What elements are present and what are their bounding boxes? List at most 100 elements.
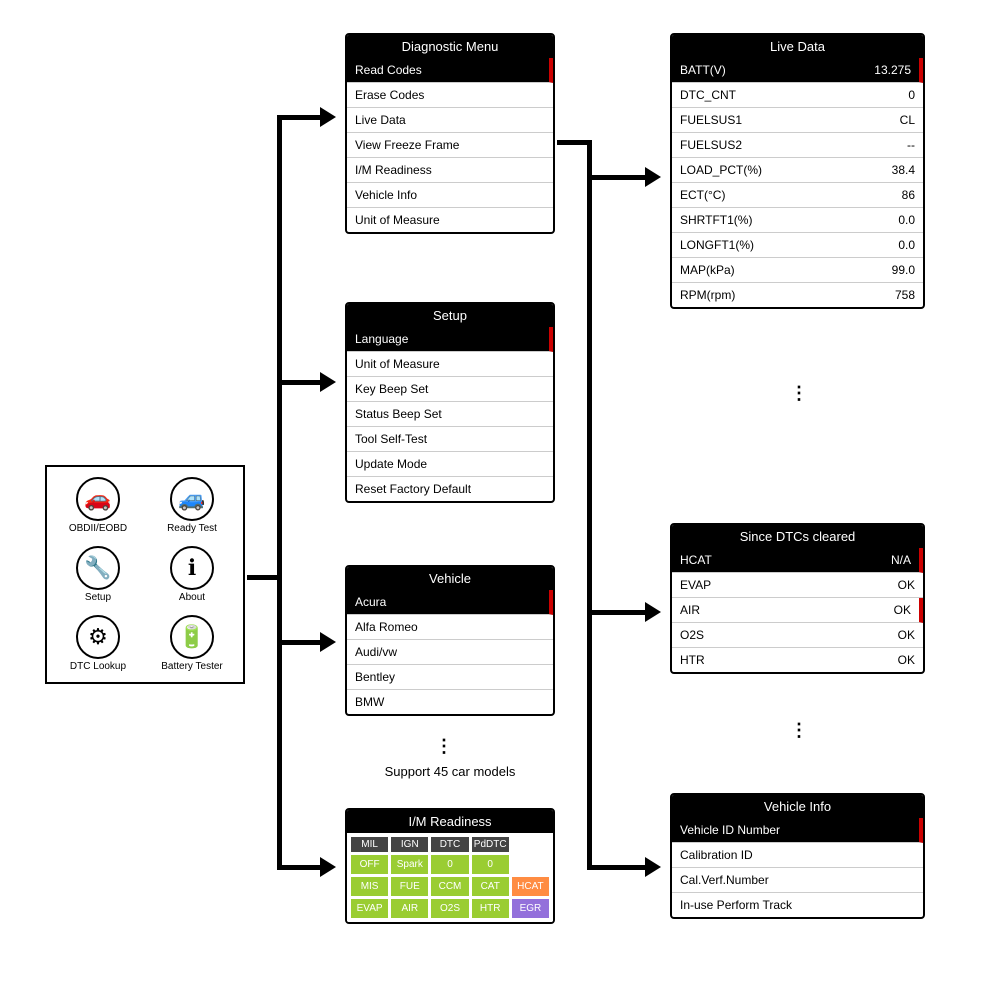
table-row[interactable]: O2S OK xyxy=(672,623,923,648)
setup-title: Setup xyxy=(347,304,553,327)
menu-label: Battery Tester xyxy=(161,661,223,672)
kv-key: FUELSUS2 xyxy=(680,138,742,152)
list-item[interactable]: Live Data xyxy=(347,108,553,133)
live-data-title: Live Data xyxy=(672,35,923,58)
arrow-head xyxy=(320,372,336,392)
im-cell: Spark xyxy=(391,855,428,874)
arrow xyxy=(277,115,282,870)
list-item[interactable]: Vehicle Info xyxy=(347,183,553,208)
table-row[interactable]: FUELSUS2 -- xyxy=(672,133,923,158)
menu-label: Setup xyxy=(85,592,111,603)
table-row[interactable]: ECT(°C)86 xyxy=(672,183,923,208)
list-item[interactable]: View Freeze Frame xyxy=(347,133,553,158)
since-dtc-panel: Since DTCs cleared HCATN/AEVAPOKAIROKO2S… xyxy=(670,523,925,674)
kv-key: BATT(V) xyxy=(680,63,726,77)
kv-key: EVAP xyxy=(680,578,711,592)
list-item[interactable]: I/M Readiness xyxy=(347,158,553,183)
table-row[interactable]: DTC_CNT0 xyxy=(672,83,923,108)
arrow xyxy=(587,175,647,180)
kv-key: LONGFT1(%) xyxy=(680,238,754,252)
vehicle-info-title: Vehicle Info xyxy=(672,795,923,818)
list-item[interactable]: Alfa Romeo xyxy=(347,615,553,640)
menu-button[interactable]: 🔧 Setup xyxy=(51,540,145,609)
menu-button[interactable]: 🚗OBDII/EOBD xyxy=(51,471,145,540)
menu-button[interactable]: 🔋Battery Tester xyxy=(145,609,239,678)
list-item[interactable]: Key Beep Set xyxy=(347,377,553,402)
im-cell: 0 xyxy=(472,855,509,874)
kv-value: 13.275 xyxy=(874,63,911,77)
menu-button[interactable]: 🚙Ready Test xyxy=(145,471,239,540)
im-cell: HCAT xyxy=(512,877,549,896)
menu-label: About xyxy=(179,592,205,603)
list-item[interactable]: Language xyxy=(347,327,553,352)
list-item[interactable]: Vehicle ID Number xyxy=(672,818,923,843)
list-item[interactable]: Calibration ID xyxy=(672,843,923,868)
table-row[interactable]: AIROK xyxy=(672,598,923,623)
im-cell: AIR xyxy=(391,899,428,918)
kv-key: LOAD_PCT(%) xyxy=(680,163,762,177)
list-item[interactable]: Tool Self-Test xyxy=(347,427,553,452)
menu-icon: 🚗 xyxy=(76,477,120,521)
kv-key: DTC_CNT xyxy=(680,88,736,102)
table-row[interactable]: BATT(V) 13.275 xyxy=(672,58,923,83)
table-row[interactable]: EVAP OK xyxy=(672,573,923,598)
vehicle-caption: Support 45 car models xyxy=(365,764,535,779)
kv-key: O2S xyxy=(680,628,704,642)
menu-button[interactable]: ⚙ DTC Lookup xyxy=(51,609,145,678)
list-item[interactable]: Update Mode xyxy=(347,452,553,477)
im-cell xyxy=(512,855,549,874)
kv-value: 0.0 xyxy=(898,238,915,252)
table-row[interactable]: HCATN/A xyxy=(672,548,923,573)
table-row[interactable]: LOAD_PCT(%)38.4 xyxy=(672,158,923,183)
list-item[interactable]: Reset Factory Default xyxy=(347,477,553,501)
list-item[interactable]: Status Beep Set xyxy=(347,402,553,427)
table-row[interactable]: SHRTFT1(%) 0.0 xyxy=(672,208,923,233)
kv-value: OK xyxy=(894,603,911,617)
table-row[interactable]: MAP(kPa)99.0 xyxy=(672,258,923,283)
menu-button[interactable]: ℹAbout xyxy=(145,540,239,609)
menu-icon: 🔧 xyxy=(76,546,120,590)
diagnostic-title: Diagnostic Menu xyxy=(347,35,553,58)
table-row[interactable]: LONGFT1(%) 0.0 xyxy=(672,233,923,258)
kv-value: OK xyxy=(898,653,915,667)
im-cell: MIS xyxy=(351,877,388,896)
arrow-head xyxy=(320,632,336,652)
vehicle-panel: Vehicle AcuraAlfa RomeoAudi/vwBentleyBMW xyxy=(345,565,555,716)
table-row[interactable]: FUELSUS1CL xyxy=(672,108,923,133)
arrow xyxy=(587,140,592,870)
arrow xyxy=(587,610,647,615)
kv-value: CL xyxy=(900,113,915,127)
kv-key: SHRTFT1(%) xyxy=(680,213,752,227)
list-item[interactable]: In-use Perform Track xyxy=(672,893,923,917)
im-cell: O2S xyxy=(431,899,468,918)
list-item[interactable]: Unit of Measure xyxy=(347,352,553,377)
menu-icon: ⚙ xyxy=(76,615,120,659)
since-dtc-title: Since DTCs cleared xyxy=(672,525,923,548)
menu-label: DTC Lookup xyxy=(70,661,126,672)
list-item[interactable]: Audi/vw xyxy=(347,640,553,665)
im-cell: FUE xyxy=(391,877,428,896)
kv-key: RPM(rpm) xyxy=(680,288,735,302)
kv-value: 758 xyxy=(895,288,915,302)
kv-value: OK xyxy=(898,578,915,592)
list-item[interactable]: Erase Codes xyxy=(347,83,553,108)
arrow-head xyxy=(645,167,661,187)
list-item[interactable]: Acura xyxy=(347,590,553,615)
kv-value: -- xyxy=(907,138,915,152)
kv-value: 0.0 xyxy=(898,213,915,227)
im-cell: EVAP xyxy=(351,899,388,918)
arrow xyxy=(277,115,322,120)
im-cell: CAT xyxy=(472,877,509,896)
arrow-head xyxy=(320,107,336,127)
list-item[interactable]: BMW xyxy=(347,690,553,714)
list-item[interactable]: Bentley xyxy=(347,665,553,690)
kv-value: OK xyxy=(898,628,915,642)
list-item[interactable]: Unit of Measure xyxy=(347,208,553,232)
arrow-head xyxy=(320,857,336,877)
table-row[interactable]: RPM(rpm) 758 xyxy=(672,283,923,307)
im-header: IGN xyxy=(391,837,428,852)
arrow-head xyxy=(645,602,661,622)
list-item[interactable]: Cal.Verf.Number xyxy=(672,868,923,893)
table-row[interactable]: HTROK xyxy=(672,648,923,672)
list-item[interactable]: Read Codes xyxy=(347,58,553,83)
